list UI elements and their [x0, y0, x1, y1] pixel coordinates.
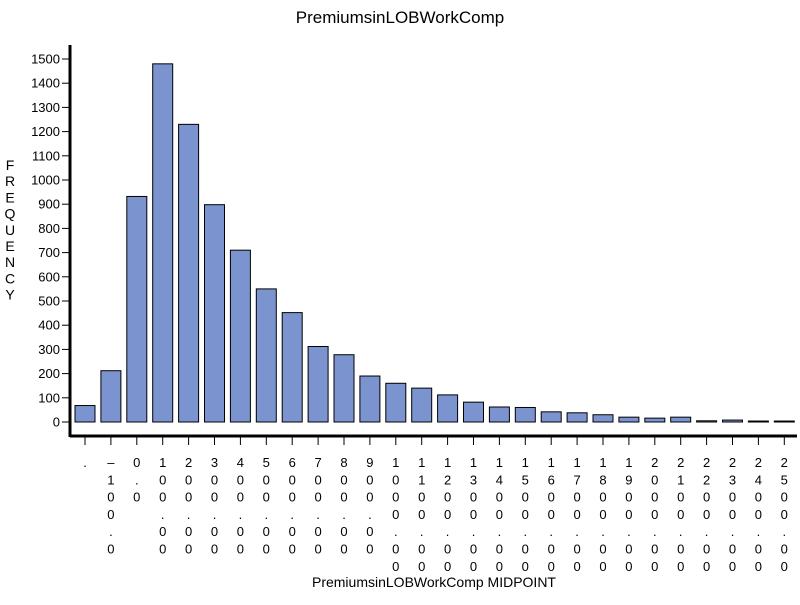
bar	[696, 420, 718, 423]
x-tick-label: .	[83, 455, 87, 470]
x-axis-labels: . –1 0 0. 0 0. 0 1 0 0. 0 0 2 0 0. 0 0 3 0 0. 0 0 4 0 0. 0 0 5 0 0. 0 0…	[83, 455, 788, 574]
chart-title: PremiumsinLOBWorkComp	[296, 8, 504, 27]
bar	[747, 420, 769, 423]
bar	[566, 412, 588, 423]
bar	[100, 370, 122, 423]
y-tick-label: 0	[53, 415, 60, 430]
bar	[229, 249, 251, 423]
bar	[773, 420, 795, 423]
bar	[540, 411, 562, 423]
x-axis-ticks	[84, 437, 785, 445]
bar	[152, 63, 174, 423]
y-tick-label: 1300	[31, 100, 60, 115]
bar	[255, 288, 277, 423]
y-tick-label: 200	[38, 366, 60, 381]
bar	[178, 123, 200, 423]
x-tick-label: 0.0	[133, 455, 140, 505]
y-tick-label: 1200	[31, 124, 60, 139]
y-tick-label: 500	[38, 294, 60, 309]
x-axis-title: PremiumsinLOBWorkComp MIDPOINT	[312, 574, 556, 590]
bar	[385, 382, 407, 423]
bar	[670, 416, 692, 423]
bar	[514, 406, 536, 423]
y-tick-label: 1400	[31, 76, 60, 91]
bar	[74, 405, 96, 423]
bar	[592, 414, 614, 423]
bar	[307, 345, 329, 423]
y-tick-label: 100	[38, 390, 60, 405]
y-tick-label: 1500	[31, 52, 60, 67]
y-axis-ticks: 0 100 200 300 400 500 600 700 800 900 1000 1100 1200…	[31, 52, 70, 430]
bar	[333, 354, 355, 423]
y-tick-label: 1100	[32, 148, 60, 163]
y-tick-label: 400	[38, 318, 60, 333]
bar	[488, 406, 510, 423]
bar	[722, 419, 743, 423]
bar	[359, 375, 381, 423]
bars	[74, 63, 795, 423]
bar	[618, 416, 640, 423]
y-tick-label: 600	[38, 269, 60, 284]
y-tick-label: 700	[38, 245, 60, 260]
bar	[437, 394, 459, 423]
bar	[126, 195, 148, 423]
bar	[411, 387, 433, 423]
bar	[463, 401, 484, 423]
bar	[644, 417, 666, 423]
y-tick-label: 1000	[31, 173, 60, 188]
bar	[204, 204, 225, 423]
y-tick-label: 300	[38, 342, 60, 357]
y-tick-label: 900	[38, 197, 60, 212]
bar	[281, 312, 303, 423]
x-tick-label: –1 0 0. 0	[107, 455, 115, 557]
y-tick-label: 800	[38, 221, 60, 236]
